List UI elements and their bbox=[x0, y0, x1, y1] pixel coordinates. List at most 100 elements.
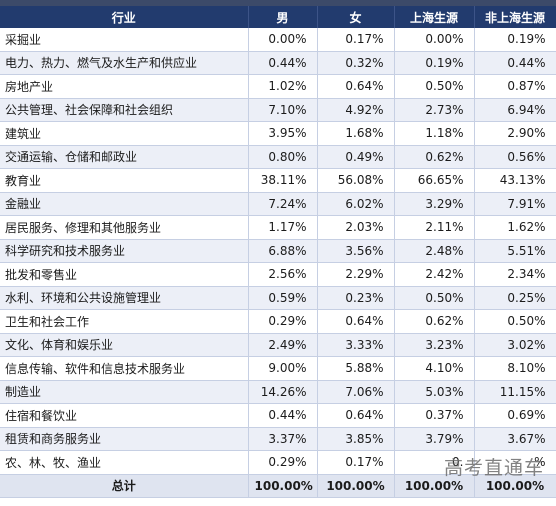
table-row: 采掘业 0.00% 0.17% 0.00% 0.19% bbox=[0, 28, 556, 52]
shanghai-cell: 2.73% bbox=[394, 98, 475, 122]
female-cell: 0.23% bbox=[317, 286, 395, 310]
header-row: 行业 男 女 上海生源 非上海生源 bbox=[0, 6, 556, 28]
table-row: 信息传输、软件和信息技术服务业 9.00% 5.88% 4.10% 8.10% bbox=[0, 356, 556, 381]
shanghai-cell: 0.62% bbox=[394, 145, 475, 169]
female-cell: 4.92% bbox=[317, 98, 395, 122]
industry-cell: 采掘业 bbox=[0, 28, 249, 52]
table-row: 建筑业 3.95% 1.68% 1.18% 2.90% bbox=[0, 121, 556, 146]
shanghai-cell: 0. bbox=[394, 450, 475, 475]
industry-cell: 居民服务、修理和其他服务业 bbox=[0, 215, 249, 240]
table-row: 公共管理、社会保障和社会组织 7.10% 4.92% 2.73% 6.94% bbox=[0, 98, 556, 122]
male-cell: 0.44% bbox=[248, 51, 318, 75]
total-shanghai-cell: 100.00% bbox=[394, 473, 475, 498]
header-male: 男 bbox=[248, 6, 318, 28]
male-cell: 0.44% bbox=[248, 403, 318, 428]
male-cell: 2.49% bbox=[248, 333, 318, 357]
table-row: 金融业 7.24% 6.02% 3.29% 7.91% bbox=[0, 192, 556, 216]
industry-cell: 住宿和餐饮业 bbox=[0, 403, 249, 428]
male-cell: 7.10% bbox=[248, 98, 318, 122]
total-label: 总计 bbox=[0, 473, 249, 498]
non-shanghai-cell: 0.56% bbox=[474, 145, 556, 169]
table-row: 房地产业 1.02% 0.64% 0.50% 0.87% bbox=[0, 74, 556, 99]
non-shanghai-cell: 3.67% bbox=[474, 427, 556, 451]
non-shanghai-cell: 0.25% bbox=[474, 286, 556, 310]
table-row: 文化、体育和娱乐业 2.49% 3.33% 3.23% 3.02% bbox=[0, 333, 556, 357]
male-cell: 6.88% bbox=[248, 239, 318, 263]
shanghai-cell: 2.11% bbox=[394, 215, 475, 240]
shanghai-cell: 3.29% bbox=[394, 192, 475, 216]
non-shanghai-cell: 2.34% bbox=[474, 262, 556, 287]
female-cell: 3.85% bbox=[317, 427, 395, 451]
industry-cell: 建筑业 bbox=[0, 121, 249, 146]
male-cell: 0.29% bbox=[248, 309, 318, 334]
industry-cell: 房地产业 bbox=[0, 74, 249, 99]
male-cell: 3.37% bbox=[248, 427, 318, 451]
female-cell: 3.33% bbox=[317, 333, 395, 357]
industry-cell: 教育业 bbox=[0, 168, 249, 193]
female-cell: 0.32% bbox=[317, 51, 395, 75]
table-row: 教育业 38.11% 56.08% 66.65% 43.13% bbox=[0, 168, 556, 193]
industry-cell: 公共管理、社会保障和社会组织 bbox=[0, 98, 249, 122]
female-cell: 0.64% bbox=[317, 74, 395, 99]
female-cell: 5.88% bbox=[317, 356, 395, 381]
male-cell: 0.80% bbox=[248, 145, 318, 169]
industry-distribution-table: 行业 男 女 上海生源 非上海生源 采掘业 0.00% 0.17% 0.00% 0.19… bbox=[0, 6, 556, 498]
shanghai-cell: 2.48% bbox=[394, 239, 475, 263]
non-shanghai-cell: 8.10% bbox=[474, 356, 556, 381]
non-shanghai-cell: 1.62% bbox=[474, 215, 556, 240]
header-shanghai: 上海生源 bbox=[394, 6, 475, 28]
non-shanghai-cell: 3.02% bbox=[474, 333, 556, 357]
female-cell: 3.56% bbox=[317, 239, 395, 263]
male-cell: 3.95% bbox=[248, 121, 318, 146]
header-industry: 行业 bbox=[0, 6, 249, 28]
male-cell: 1.02% bbox=[248, 74, 318, 99]
table-row: 水利、环境和公共设施管理业 0.59% 0.23% 0.50% 0.25% bbox=[0, 286, 556, 310]
male-cell: 0.29% bbox=[248, 450, 318, 475]
table-row: 租赁和商务服务业 3.37% 3.85% 3.79% 3.67% bbox=[0, 427, 556, 451]
watermark-text: 高考直通车 bbox=[443, 457, 544, 479]
non-shanghai-cell: 0.69% bbox=[474, 403, 556, 428]
female-cell: 0.17% bbox=[317, 450, 395, 475]
industry-cell: 批发和零售业 bbox=[0, 262, 249, 287]
total-male-cell: 100.00% bbox=[248, 473, 318, 498]
table-row: 批发和零售业 2.56% 2.29% 2.42% 2.34% bbox=[0, 262, 556, 287]
female-cell: 7.06% bbox=[317, 380, 395, 404]
industry-cell: 制造业 bbox=[0, 380, 249, 404]
male-cell: 0.00% bbox=[248, 28, 318, 52]
non-shanghai-cell: 11.15% bbox=[474, 380, 556, 404]
table-row: 农、林、牧、渔业 0.29% 0.17% 0.% bbox=[0, 450, 556, 475]
shanghai-cell: 0.50% bbox=[394, 74, 475, 99]
total-female-cell: 100.00% bbox=[317, 473, 395, 498]
non-shanghai-cell: 7.91% bbox=[474, 192, 556, 216]
male-cell: 0.59% bbox=[248, 286, 318, 310]
female-cell: 0.49% bbox=[317, 145, 395, 169]
female-cell: 0.64% bbox=[317, 403, 395, 428]
female-cell: 1.68% bbox=[317, 121, 395, 146]
male-cell: 9.00% bbox=[248, 356, 318, 381]
shanghai-cell: 66.65% bbox=[394, 168, 475, 193]
shanghai-cell: 0.62% bbox=[394, 309, 475, 334]
table-row: 住宿和餐饮业 0.44% 0.64% 0.37% 0.69% bbox=[0, 403, 556, 428]
header-non-shanghai: 非上海生源 bbox=[474, 6, 556, 28]
non-shanghai-cell: 5.51% bbox=[474, 239, 556, 263]
industry-cell: 信息传输、软件和信息技术服务业 bbox=[0, 356, 249, 381]
table-row: 居民服务、修理和其他服务业 1.17% 2.03% 2.11% 1.62% bbox=[0, 215, 556, 240]
female-cell: 2.29% bbox=[317, 262, 395, 287]
industry-cell: 文化、体育和娱乐业 bbox=[0, 333, 249, 357]
shanghai-cell: 4.10% bbox=[394, 356, 475, 381]
table-row: 电力、热力、燃气及水生产和供应业 0.44% 0.32% 0.19% 0.44% bbox=[0, 51, 556, 75]
industry-cell: 交通运输、仓储和邮政业 bbox=[0, 145, 249, 169]
shanghai-cell: 5.03% bbox=[394, 380, 475, 404]
shanghai-cell: 0.37% bbox=[394, 403, 475, 428]
industry-cell: 金融业 bbox=[0, 192, 249, 216]
non-shanghai-cell: 6.94% bbox=[474, 98, 556, 122]
female-cell: 0.17% bbox=[317, 28, 395, 52]
non-shanghai-cell: 43.13% bbox=[474, 168, 556, 193]
industry-cell: 租赁和商务服务业 bbox=[0, 427, 249, 451]
male-cell: 2.56% bbox=[248, 262, 318, 287]
shanghai-cell: 0.19% bbox=[394, 51, 475, 75]
male-cell: 7.24% bbox=[248, 192, 318, 216]
shanghai-cell: 3.79% bbox=[394, 427, 475, 451]
table-row: 科学研究和技术服务业 6.88% 3.56% 2.48% 5.51% bbox=[0, 239, 556, 263]
top-edge-strip bbox=[0, 0, 556, 6]
